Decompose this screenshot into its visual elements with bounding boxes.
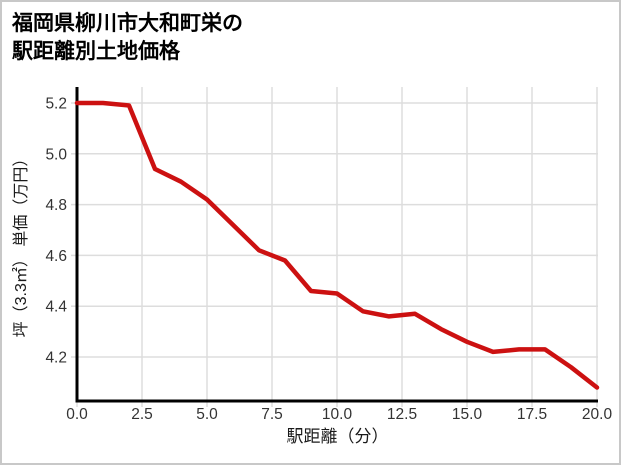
x-tick-label: 0.0	[66, 406, 88, 423]
y-tick-label: 5.0	[45, 146, 67, 163]
y-tick-label: 4.6	[45, 248, 67, 265]
x-tick-label: 20.0	[582, 406, 613, 423]
x-tick-label: 2.5	[131, 406, 153, 423]
chart-title: 福岡県柳川市大和町栄の 駅距離別土地価格	[12, 10, 243, 66]
y-tick-label: 5.2	[45, 96, 67, 113]
y-tick-label: 4.2	[45, 350, 67, 367]
y-tick-label: 4.8	[45, 197, 67, 214]
price-line	[74, 100, 600, 390]
x-tick-label: 7.5	[261, 406, 283, 423]
x-tick-label: 17.5	[517, 406, 547, 423]
chart-title-line1: 福岡県柳川市大和町栄の	[12, 12, 243, 35]
x-axis-title: 駅距離（分）	[287, 427, 389, 446]
y-axis-title: 坪（3.3㎡） 単価（万円）	[12, 151, 30, 338]
y-tick-label: 4.4	[45, 299, 67, 316]
x-tick-label: 10.0	[322, 406, 353, 423]
x-tick-label: 12.5	[387, 406, 417, 423]
x-tick-label: 15.0	[452, 406, 483, 423]
chart-title-line2: 駅距離別土地価格	[12, 40, 180, 63]
x-tick-label: 5.0	[196, 406, 218, 423]
